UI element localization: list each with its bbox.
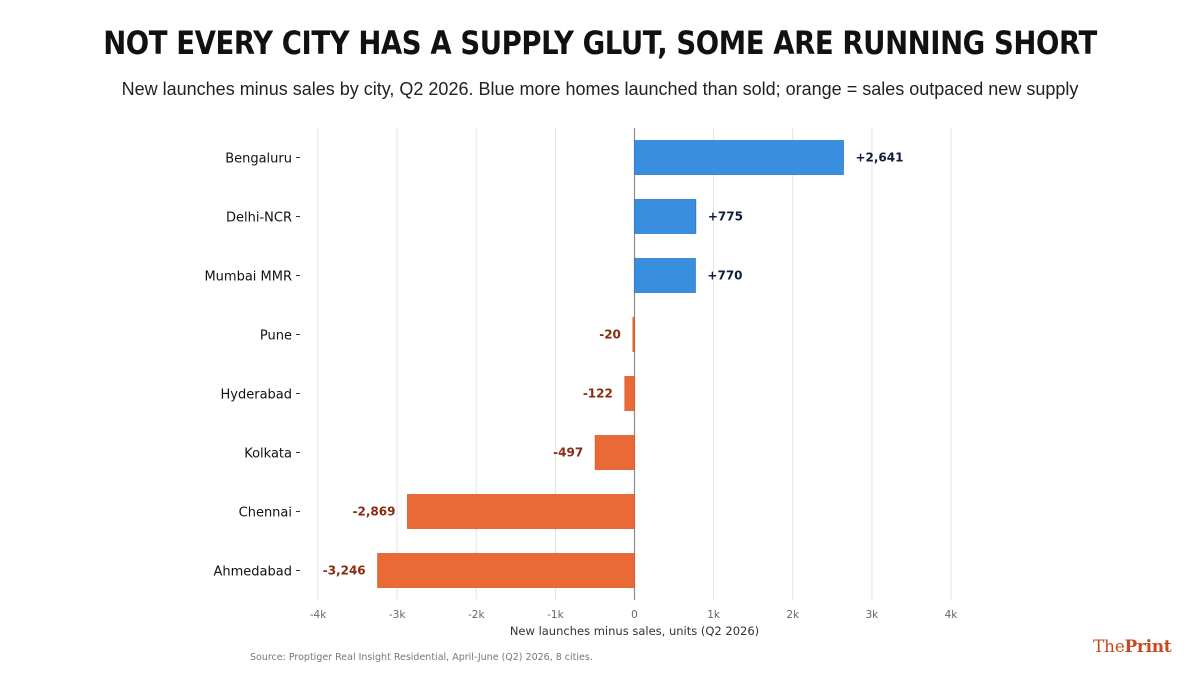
- bar: [594, 435, 635, 470]
- data-label: -2,869: [353, 505, 396, 519]
- bar: [377, 553, 635, 588]
- data-label: -20: [599, 328, 621, 342]
- x-tick-label: 0: [631, 609, 638, 621]
- x-tick-label: -4k: [310, 609, 327, 621]
- category-label: Hyderabad: [221, 388, 293, 403]
- data-label: -122: [583, 387, 613, 401]
- data-label: +775: [708, 210, 743, 224]
- category-label: Kolkata: [244, 447, 292, 462]
- chart-title: NOT EVERY CITY HAS A SUPPLY GLUT, SOME A…: [103, 24, 1097, 62]
- x-tick-label: -2k: [468, 609, 485, 621]
- bar: [634, 199, 697, 234]
- logo-the: The: [1093, 637, 1125, 657]
- x-tick-label: 1k: [707, 609, 721, 621]
- category-label: Mumbai MMR: [204, 270, 292, 285]
- bar: [632, 317, 635, 352]
- x-tick-label: 4k: [945, 609, 959, 621]
- x-tick-label: -1k: [547, 609, 564, 621]
- x-tick-label: 3k: [865, 609, 879, 621]
- source-note: Source: Proptiger Real Insight Residenti…: [250, 652, 593, 663]
- category-label: Delhi-NCR: [226, 211, 292, 226]
- bar: [407, 494, 635, 529]
- data-label: +2,641: [855, 151, 903, 165]
- data-label: +770: [707, 269, 742, 283]
- data-label: -3,246: [323, 564, 366, 578]
- category-label: Pune: [260, 329, 292, 344]
- category-label: Ahmedabad: [214, 565, 292, 580]
- x-tick-label: -3k: [389, 609, 406, 621]
- category-label: Chennai: [239, 506, 292, 521]
- bar: [634, 140, 844, 175]
- chart-subtitle: New launches minus sales by city, Q2 202…: [121, 79, 1079, 99]
- x-tick-label: 2k: [786, 609, 800, 621]
- data-label: -497: [553, 446, 583, 460]
- logo-print: Print: [1124, 637, 1172, 657]
- category-label: Bengaluru: [225, 152, 292, 167]
- bar: [624, 376, 635, 411]
- bar: [634, 258, 696, 293]
- theprint-logo: ThePrint: [1093, 637, 1172, 657]
- x-axis-title: New launches minus sales, units (Q2 2026…: [510, 624, 759, 638]
